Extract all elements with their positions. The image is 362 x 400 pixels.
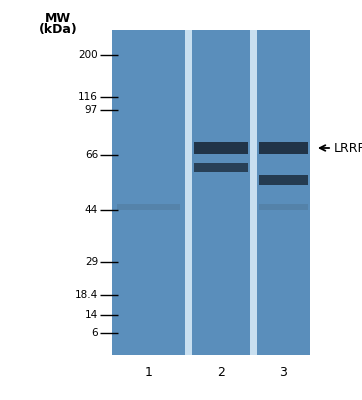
Bar <box>194 163 248 172</box>
Text: 14: 14 <box>85 310 98 320</box>
Text: 97: 97 <box>85 105 98 115</box>
Text: 44: 44 <box>85 205 98 215</box>
Text: 116: 116 <box>78 92 98 102</box>
Bar <box>192 30 250 355</box>
Text: 18.4: 18.4 <box>75 290 98 300</box>
Bar <box>117 204 180 210</box>
Text: 200: 200 <box>79 50 98 60</box>
Text: 6: 6 <box>91 328 98 338</box>
Bar <box>259 204 308 210</box>
Text: 66: 66 <box>85 150 98 160</box>
Text: 1: 1 <box>144 366 152 380</box>
Bar <box>194 142 248 154</box>
Bar <box>112 30 185 355</box>
Bar <box>259 142 308 154</box>
Text: 29: 29 <box>85 257 98 267</box>
Bar <box>250 30 257 355</box>
Text: 3: 3 <box>279 366 287 380</box>
Text: LRRFIP1: LRRFIP1 <box>334 142 362 154</box>
Text: (kDa): (kDa) <box>39 24 77 36</box>
Text: MW: MW <box>45 12 71 24</box>
Bar <box>259 175 308 185</box>
Bar <box>257 30 310 355</box>
Text: 2: 2 <box>217 366 225 380</box>
Bar <box>185 30 192 355</box>
